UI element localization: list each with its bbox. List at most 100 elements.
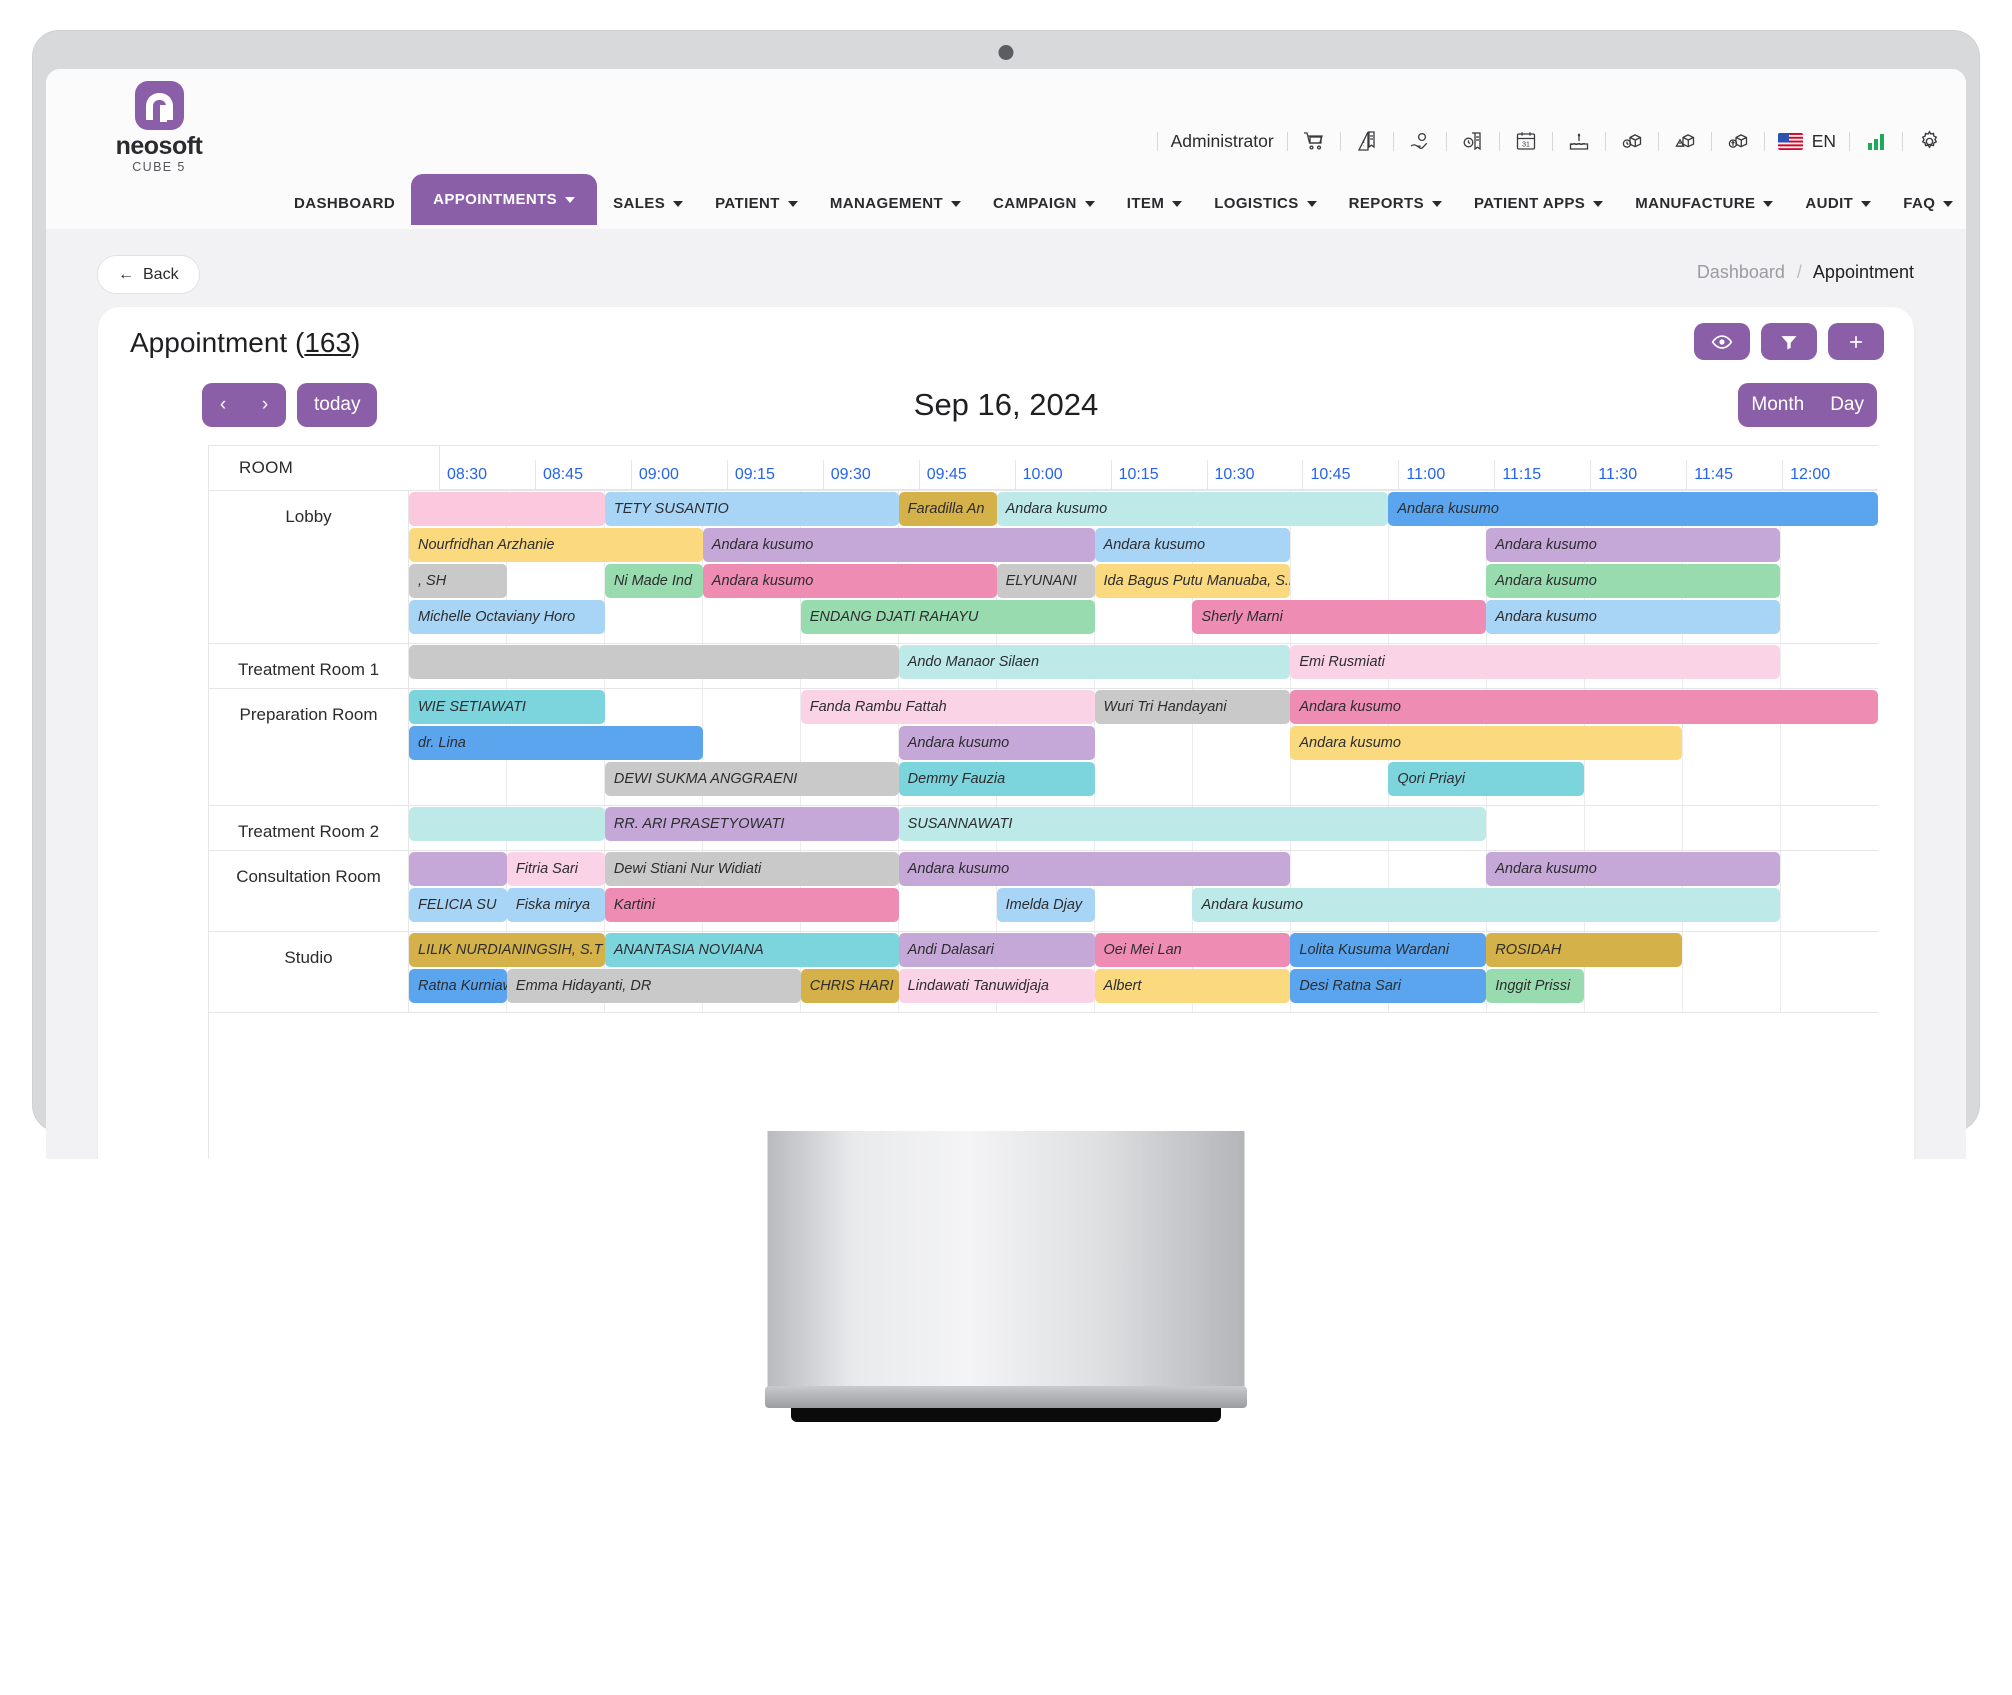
appointment-event[interactable]: TETY SUSANTIO [604,492,899,526]
appointment-event[interactable]: , SH [409,564,507,598]
appointment-event[interactable]: ENDANG DJATI RAHAYU [800,600,1095,634]
appointment-event[interactable]: ROSIDAH [1486,933,1683,967]
nav-item-audit[interactable]: AUDIT [1789,182,1887,225]
appointment-event[interactable]: Andara kusumo [1290,690,1878,724]
today-button[interactable]: today [297,383,378,427]
appointment-event[interactable] [409,645,899,679]
appointment-event[interactable]: Ratna Kurniawi Natalia [409,969,507,1003]
add-appointment-button[interactable] [1828,323,1884,360]
appointment-event[interactable]: Andara kusumo [1486,564,1781,598]
nav-item-management[interactable]: MANAGEMENT [814,182,977,225]
breadcrumb-separator: / [1796,262,1802,282]
language-label[interactable]: EN [1811,130,1836,151]
hand-care-icon[interactable] [1407,128,1433,154]
appointment-event[interactable]: Lindawati Tanuwidjaja [898,969,1095,1003]
appointment-event[interactable]: Emi Rusmiati [1290,645,1781,679]
nav-item-patient[interactable]: PATIENT [699,182,814,225]
appointment-event[interactable]: Dewi Stiani Nur Widiati [604,852,899,886]
view-eye-button[interactable] [1694,323,1750,360]
appointment-event[interactable]: Andara kusumo [1192,888,1781,922]
appointment-event[interactable] [409,807,605,841]
appointment-event[interactable]: DEWI SUKMA ANGGRAENI [604,762,899,796]
appointment-event[interactable]: Lolita Kusuma Wardani [1290,933,1487,967]
appointment-event[interactable]: Andara kusumo [898,852,1291,886]
appointment-event[interactable]: Andara kusumo [996,492,1389,526]
nav-item-logistics[interactable]: LOGISTICS [1198,182,1332,225]
appointment-event[interactable]: Emma Hidayanti, DR [506,969,801,1003]
appointment-event[interactable]: ANANTASIA NOVIANA [604,933,899,967]
view-day-button[interactable]: Day [1830,394,1864,415]
next-period-button[interactable]: › [261,394,269,415]
appointment-event[interactable]: Andara kusumo [702,564,997,598]
box-alert-icon[interactable] [1672,128,1698,154]
nav-item-item[interactable]: ITEM [1111,182,1198,225]
appointment-event[interactable]: Ni Made Ind [604,564,703,598]
appointment-event[interactable]: Michelle Octaviany Horo [409,600,605,634]
us-flag-icon[interactable] [1777,132,1803,150]
appointment-event[interactable]: RR. ARI PRASETYOWATI [604,807,899,841]
nav-item-sales[interactable]: SALES [597,182,699,225]
appointment-count[interactable]: 163 [304,327,352,358]
appointment-event[interactable]: Andara kusumo [1486,600,1781,634]
appointment-event[interactable]: Andara kusumo [702,528,1095,562]
appointment-event[interactable]: Qori Priayi [1388,762,1585,796]
appointment-event[interactable]: FELICIA SU [409,888,507,922]
brand-logo[interactable]: neosoft CUBE 5 [97,81,221,174]
appointment-event[interactable]: WIE SETIAWATI [409,690,605,724]
appointment-event[interactable]: Desi Ratna Sari [1290,969,1487,1003]
filter-button[interactable] [1761,323,1817,360]
appointment-event[interactable]: Andara kusumo [1388,492,1878,526]
appointment-event[interactable]: Sherly Marni [1192,600,1487,634]
appointment-event[interactable]: Albert [1094,969,1291,1003]
appointment-event[interactable]: Demmy Fauzia [898,762,1095,796]
appointment-event[interactable]: Wuri Tri Handayani [1094,690,1291,724]
appointment-event[interactable]: Fitria Sari [506,852,605,886]
document-clock-icon[interactable] [1460,128,1486,154]
appointment-event[interactable]: Fiska mirya [506,888,605,922]
nav-item-dashboard[interactable]: DASHBOARD [278,182,411,225]
appointment-event[interactable]: Fanda Rambu Fattah [800,690,1095,724]
calendar-31-icon[interactable]: 31 [1513,128,1539,154]
appointment-event[interactable]: ELYUNANI [996,564,1095,598]
nav-item-appointments[interactable]: APPOINTMENTS [411,174,598,225]
signal-bars-icon[interactable] [1863,128,1889,154]
appointment-event[interactable]: Imelda Djay [996,888,1095,922]
nav-item-reports[interactable]: REPORTS [1333,182,1458,225]
appointment-event[interactable]: Andara kusumo [1290,726,1683,760]
appointment-event[interactable]: SUSANNAWATI [898,807,1487,841]
appointment-event[interactable]: Andara kusumo [1486,852,1781,886]
appointment-label: Ando Manaor Silaen [907,654,1040,670]
nav-item-campaign[interactable]: CAMPAIGN [977,182,1111,225]
appointment-event[interactable] [409,852,507,886]
document-alert-icon[interactable] [1354,128,1380,154]
appointment-event[interactable]: Andara kusumo [1486,528,1781,562]
appointment-event[interactable]: Inggit Prissi [1486,969,1585,1003]
gear-icon[interactable] [1916,128,1942,154]
appointment-event[interactable]: Faradilla An [898,492,997,526]
appointment-event[interactable]: dr. Lina [409,726,703,760]
appointment-event[interactable]: Kartini [604,888,899,922]
appointment-event[interactable] [409,492,605,526]
appointment-event[interactable]: Ando Manaor Silaen [898,645,1291,679]
box-clock-icon[interactable] [1619,128,1645,154]
breadcrumb-parent[interactable]: Dashboard [1696,262,1785,282]
appointment-event[interactable]: Andara kusumo [898,726,1095,760]
appointment-event[interactable]: CHRIS HARI [800,969,899,1003]
appointment-event[interactable]: Andara kusumo [1094,528,1291,562]
nav-item-manufacture[interactable]: MANUFACTURE [1619,182,1789,225]
back-button[interactable]: ← Back [97,255,200,294]
cart-icon[interactable] [1301,128,1327,154]
box-upload-icon[interactable] [1725,128,1751,154]
appointment-event[interactable]: LILIK NURDIANINGSIH, S.T [409,933,605,967]
appointment-event[interactable]: Ida Bagus Putu Manuaba, S.H. [1094,564,1291,598]
nav-item-patient-apps[interactable]: PATIENT APPS [1458,182,1619,225]
appointment-event[interactable]: Andi Dalasari [898,933,1095,967]
nav-item-faq[interactable]: FAQ [1887,182,1966,225]
view-month-button[interactable]: Month [1751,394,1805,415]
prev-period-button[interactable]: ‹ [219,394,227,415]
appointment-event[interactable]: Oei Mei Lan [1094,933,1291,967]
current-user-label[interactable]: Administrator [1170,130,1274,151]
appointment-label: Fanda Rambu Fattah [809,699,947,715]
birthday-cake-icon[interactable] [1566,128,1592,154]
appointment-event[interactable]: Nourfridhan Arzhanie [409,528,703,562]
